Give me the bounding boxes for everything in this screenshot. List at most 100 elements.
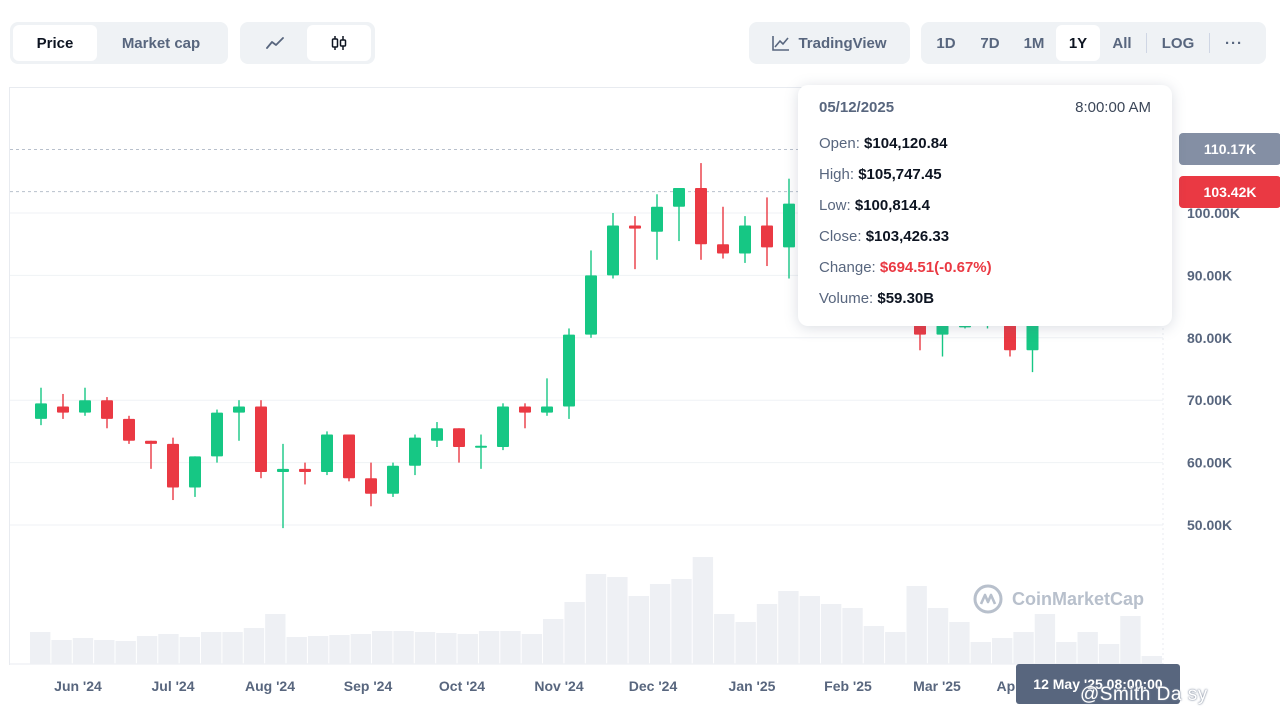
candle-body [651, 206, 663, 232]
volume-bar [906, 586, 927, 664]
volume-bar [72, 638, 94, 664]
price-marketcap-toggle: Price Market cap [10, 22, 228, 64]
x-tick-label: Oct '24 [439, 678, 485, 694]
range-1m-button[interactable]: 1M [1023, 34, 1045, 52]
x-tick-label: Nov '24 [534, 678, 583, 694]
candle-body [1026, 322, 1039, 351]
candle-body [299, 468, 311, 472]
range-7d-button[interactable]: 7D [980, 34, 1000, 52]
tooltip-volume-row: Volume: $59.30B [819, 283, 1151, 314]
candle-body [936, 325, 949, 335]
ohlc-tooltip: 05/12/2025 8:00:00 AM Open: $104,120.84 … [798, 85, 1172, 326]
candle-body [585, 275, 597, 335]
volume-bar [1098, 644, 1120, 664]
open-label: Open: [819, 135, 860, 152]
line-chart-button[interactable] [243, 25, 307, 61]
volume-bar [478, 631, 500, 664]
candle-body [167, 443, 179, 488]
volume-bar [628, 596, 649, 664]
range-all-button[interactable]: All [1112, 34, 1132, 52]
range-1d-button[interactable]: 1D [936, 34, 956, 52]
last-price-tag: 103.42K [1179, 176, 1280, 208]
volume-bar [1056, 642, 1077, 664]
tradingview-button[interactable]: TradingView [749, 22, 910, 64]
candle-body [211, 412, 223, 457]
volume-bar [243, 628, 265, 664]
volume-bar [222, 632, 243, 664]
x-tick-label: Jun '24 [54, 678, 102, 694]
candle-body [101, 400, 113, 419]
y-tick-label: 70.00K [1187, 392, 1232, 408]
volume-bar [372, 631, 393, 664]
range-divider [1209, 33, 1210, 53]
volume-bar [1077, 632, 1098, 664]
candle-body [739, 225, 751, 254]
volume-bar [414, 632, 436, 664]
x-tick-label: Jan '25 [729, 678, 776, 694]
more-options-button[interactable]: ··· [1225, 34, 1243, 52]
volume-bar [778, 591, 799, 664]
chart-area[interactable] [9, 87, 1164, 665]
candlestick-icon [331, 36, 347, 50]
candle-body [145, 440, 157, 444]
price-tab[interactable]: Price [13, 25, 97, 61]
candle-body [607, 225, 619, 276]
change-value: $694.51(-0.67%) [879, 259, 992, 276]
volume-bar [1034, 614, 1056, 664]
candle-body [365, 478, 377, 494]
volume-bar [329, 635, 350, 664]
tooltip-open-row: Open: $104,120.84 [819, 128, 1151, 159]
candle-body [453, 428, 465, 447]
open-value: $104,120.84 [864, 135, 948, 152]
volume-bar [393, 631, 414, 664]
crosshair-date-tag: 12 May '25 08:00:00 [1016, 664, 1180, 704]
volume-bar [1141, 656, 1162, 664]
volume-bar [500, 631, 521, 664]
tooltip-high-row: High: $105,747.45 [819, 159, 1151, 190]
volume-bar [820, 604, 842, 664]
volume-bar [1120, 616, 1141, 664]
candle-body [783, 203, 795, 248]
signature-watermark: @Smith Da sy [1080, 684, 1208, 705]
candle-body [475, 445, 487, 448]
candle-body [431, 428, 443, 441]
candle-body [233, 406, 245, 413]
candle-body [79, 400, 91, 413]
candle-body [629, 225, 641, 229]
volume-bar [136, 636, 158, 664]
candle-body [123, 418, 135, 441]
volume-bar [799, 596, 820, 664]
candle-body [409, 437, 421, 466]
x-tick-label: Dec '24 [629, 678, 678, 694]
candle-body [189, 456, 201, 488]
volume-bar [649, 584, 671, 664]
candle-body [914, 325, 926, 335]
candle-body [57, 406, 69, 413]
candle-body [519, 406, 531, 413]
high-label: High: [819, 166, 855, 183]
tooltip-header: 05/12/2025 8:00:00 AM [819, 99, 1151, 116]
x-tick-label: Sep '24 [344, 678, 393, 694]
candle-body [695, 188, 707, 245]
volume-bar [94, 640, 115, 664]
volume-bar [543, 619, 564, 664]
tooltip-time: 8:00:00 AM [1075, 99, 1151, 116]
volume-bar [756, 604, 778, 664]
volume-bar [842, 608, 863, 664]
y-tick-label: 50.00K [1187, 517, 1232, 533]
candlestick-button[interactable] [307, 25, 371, 61]
volume-bar [585, 574, 607, 664]
volume-bar [158, 634, 179, 664]
candle-body [1004, 325, 1016, 351]
x-tick-label: Feb '25 [824, 678, 872, 694]
log-scale-button[interactable]: LOG [1161, 34, 1195, 52]
volume-label: Volume: [819, 290, 874, 307]
volume-bar [201, 632, 222, 664]
candle-body [387, 465, 399, 494]
range-1y-button[interactable]: 1Y [1056, 25, 1100, 61]
volume-bar [457, 634, 478, 664]
candle-body [497, 406, 509, 447]
volume-bar [927, 608, 949, 664]
coinmarketcap-watermark: CoinMarketCap [972, 583, 1144, 615]
market-cap-tab[interactable]: Market cap [121, 34, 201, 52]
